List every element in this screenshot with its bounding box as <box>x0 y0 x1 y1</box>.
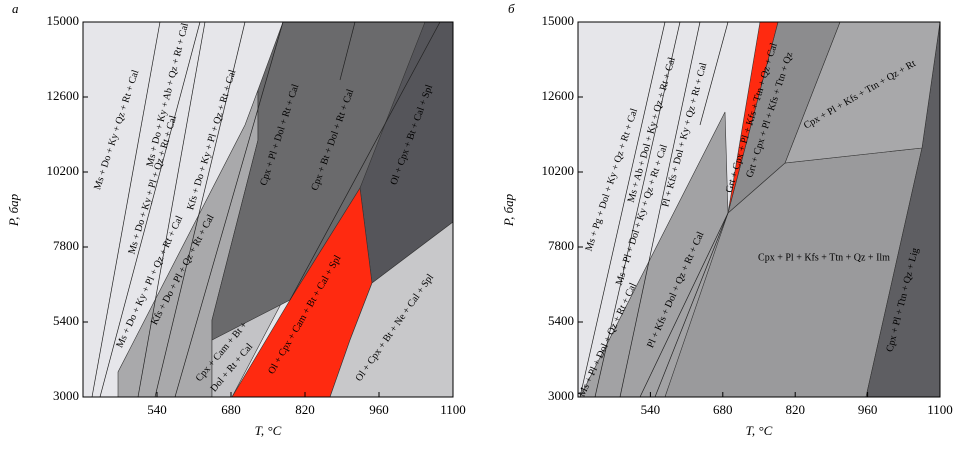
phase-boundary <box>289 21 441 301</box>
panel-label: а <box>12 1 19 16</box>
y-axis-label: P, бар <box>6 193 21 227</box>
plot-frame <box>82 21 454 398</box>
x-tick-label: 540 <box>641 402 661 417</box>
phase-boundary <box>639 212 729 398</box>
y-tick-label: 7800 <box>548 238 574 253</box>
phase-boundary <box>91 21 161 398</box>
panel-label: б <box>508 1 515 16</box>
x-axis-label: T, °C <box>255 423 282 438</box>
x-tick-label: 960 <box>369 402 389 417</box>
x-tick-label: 680 <box>713 402 733 417</box>
field-label: Cpx + Pl + Kfs + Ttn + Qz + Ilm <box>758 252 890 263</box>
phase-boundary <box>99 21 201 398</box>
y-tick-label: 15000 <box>47 13 80 28</box>
phase-boundary <box>154 21 246 398</box>
phase-boundary <box>339 21 356 81</box>
phase-boundary <box>619 21 701 398</box>
phase-boundary <box>699 21 729 126</box>
plot-frame <box>577 21 941 398</box>
y-tick-label: 5400 <box>548 313 574 328</box>
y-tick-label: 3000 <box>548 388 574 403</box>
phase-boundary <box>137 21 206 398</box>
phase-boundary <box>579 21 666 398</box>
phase-boundary <box>654 212 729 398</box>
y-axis-label: P, бар <box>501 193 516 227</box>
x-tick-label: 1100 <box>440 402 466 417</box>
x-tick-label: 820 <box>785 402 805 417</box>
y-tick-label: 10200 <box>542 163 575 178</box>
y-tick-label: 12600 <box>542 88 575 103</box>
phase-boundary <box>174 21 284 398</box>
x-tick-label: 960 <box>858 402 878 417</box>
y-tick-label: 12600 <box>47 88 80 103</box>
y-tick-label: 10200 <box>47 163 80 178</box>
y-tick-label: 7800 <box>53 238 79 253</box>
x-tick-label: 1100 <box>927 402 953 417</box>
y-tick-label: 5400 <box>53 313 79 328</box>
y-tick-label: 15000 <box>542 13 575 28</box>
x-tick-label: 680 <box>221 402 241 417</box>
x-axis-label: T, °C <box>746 423 773 438</box>
y-tick-label: 3000 <box>53 388 79 403</box>
x-tick-label: 820 <box>295 402 315 417</box>
phase-boundary <box>594 21 681 398</box>
x-tick-label: 540 <box>147 402 167 417</box>
